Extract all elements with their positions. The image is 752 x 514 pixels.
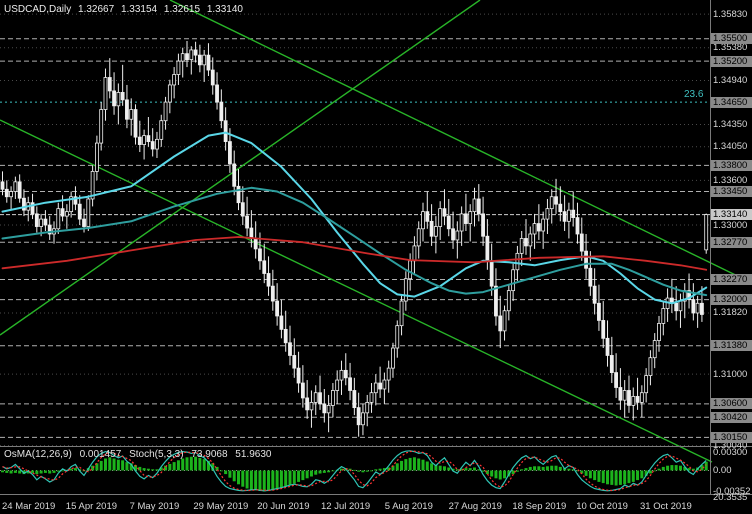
stoch-name-label: Stoch(5,3,3)	[129, 449, 184, 460]
close-value: 1.33140	[206, 4, 243, 15]
indicator-readout: OsMA(12,26,9) 0.001457 Stoch(5,3,3) 73.9…	[4, 449, 276, 461]
osma-value: 0.001457	[79, 449, 122, 460]
low-value: 1.32615	[163, 4, 201, 15]
stoch-d-value: 51.9630	[235, 449, 272, 460]
stochastic-lines	[2, 450, 707, 492]
fib-level-label: 23.6	[684, 89, 704, 101]
ma-fast-cyan	[1, 131, 708, 305]
ascending-trendline	[0, 0, 481, 336]
symbol-period-label: USDCAD,Daily	[4, 4, 72, 15]
osma-histogram	[0, 456, 710, 492]
support-resistance-lines[interactable]	[0, 38, 710, 438]
high-value: 1.33154	[120, 4, 158, 15]
pane-separators[interactable]	[0, 0, 752, 495]
descending-channel-upper	[169, 0, 752, 284]
moving-average-lines	[1, 131, 708, 305]
osma-name-label: OsMA(12,26,9)	[4, 449, 72, 460]
stoch-k-value: 73.9068	[191, 449, 228, 460]
open-value: 1.32667	[78, 4, 115, 15]
ohlc-readout: USDCAD,Daily 1.32667 1.33154 1.32615 1.3…	[4, 4, 247, 16]
descending-channel-lower	[0, 119, 713, 463]
candlesticks	[0, 40, 709, 437]
ma-mid-teal	[1, 186, 708, 297]
trend-lines[interactable]	[0, 0, 752, 463]
ma-slow-red	[1, 236, 708, 271]
